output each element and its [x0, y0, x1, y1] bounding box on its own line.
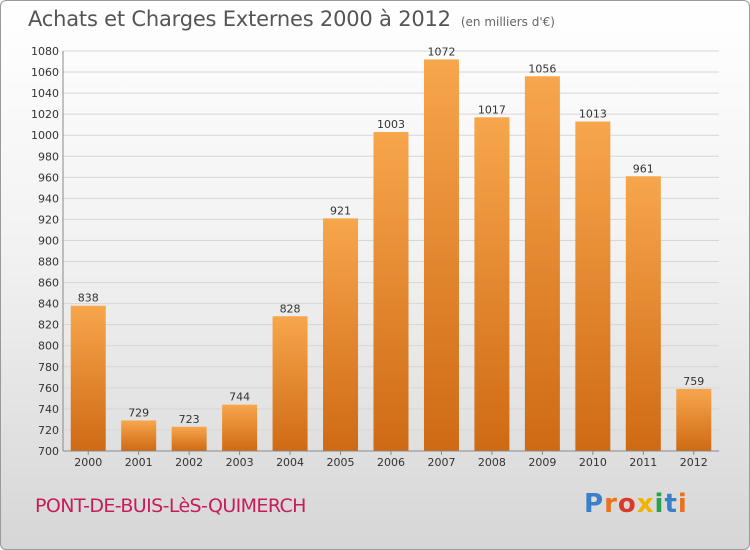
bar	[423, 59, 459, 451]
x-tick-label: 2004	[276, 456, 304, 469]
data-label: 1013	[579, 108, 607, 121]
x-tick-label: 2012	[680, 456, 708, 469]
bar	[625, 176, 661, 451]
x-tick-label: 2009	[528, 456, 556, 469]
x-tick-label: 2003	[226, 456, 254, 469]
logo-letter: P	[584, 489, 605, 519]
bar	[676, 388, 712, 451]
data-label: 961	[633, 162, 654, 175]
data-label: 723	[179, 413, 200, 426]
y-tick-label: 860	[38, 277, 59, 290]
logo-letter: r	[604, 489, 618, 519]
data-label: 1017	[478, 103, 506, 116]
x-tick-label: 2011	[629, 456, 657, 469]
data-label: 729	[128, 406, 149, 419]
y-tick-label: 900	[38, 234, 59, 247]
x-tick-label: 2007	[427, 456, 455, 469]
y-tick-label: 840	[38, 298, 59, 311]
y-tick-label: 1080	[31, 45, 59, 58]
bar	[575, 121, 611, 452]
bar	[171, 426, 207, 451]
data-label: 921	[330, 204, 351, 217]
bars-layer	[70, 59, 712, 452]
data-label: 759	[683, 375, 704, 388]
data-label: 744	[229, 391, 250, 404]
x-tick-label: 2005	[327, 456, 355, 469]
axes-layer: 700 720 740 760 780 800 820 840 860 880 900 920 940 9…	[31, 45, 719, 469]
bar	[70, 305, 106, 451]
bar	[524, 76, 560, 452]
logo-letter: i	[654, 489, 665, 519]
y-tick-label: 780	[38, 361, 59, 374]
data-label: 828	[280, 302, 301, 315]
y-tick-label: 1060	[31, 66, 59, 79]
y-tick-label: 940	[38, 192, 59, 205]
commune-name: PONT-DE-BUIS-LèS-QUIMERCH	[35, 495, 306, 517]
y-tick-label: 920	[38, 213, 59, 226]
bar	[272, 316, 308, 451]
x-tick-label: 2001	[125, 456, 153, 469]
bar	[222, 404, 258, 451]
x-tick-label: 2002	[175, 456, 203, 469]
x-tick-label: 2006	[377, 456, 405, 469]
bar	[121, 420, 157, 451]
chart-subtitle: (en milliers d'€)	[460, 15, 555, 29]
bar	[323, 218, 359, 451]
x-tick-label: 2010	[579, 456, 607, 469]
logo-letter: o	[617, 489, 637, 519]
x-tick-label: 2008	[478, 456, 506, 469]
data-label: 1003	[377, 118, 405, 131]
data-label: 1056	[528, 62, 556, 75]
y-tick-label: 1040	[31, 87, 59, 100]
bar	[474, 117, 510, 451]
logo-letter: x	[636, 489, 655, 519]
y-tick-label: 720	[38, 424, 59, 437]
y-tick-label: 820	[38, 319, 59, 332]
y-tick-label: 740	[38, 403, 59, 416]
data-label: 838	[78, 292, 99, 305]
y-tick-label: 700	[38, 445, 59, 458]
bar	[373, 132, 409, 452]
proxiti-logo: Proxiti	[584, 489, 688, 519]
y-tick-label: 760	[38, 382, 59, 395]
logo-letter: i	[677, 489, 688, 519]
y-tick-label: 880	[38, 256, 59, 269]
y-tick-label: 800	[38, 340, 59, 353]
y-tick-label: 980	[38, 150, 59, 163]
chart-title-text: Achats et Charges Externes 2000 à 2012	[28, 7, 451, 31]
x-tick-label: 2000	[74, 456, 102, 469]
y-tick-label: 1020	[31, 108, 59, 121]
logo-letter: t	[664, 489, 678, 519]
y-tick-label: 960	[38, 171, 59, 184]
y-tick-label: 1000	[31, 129, 59, 142]
chart-title: Achats et Charges Externes 2000 à 2012 (e…	[28, 7, 555, 31]
data-label: 1072	[427, 45, 455, 58]
